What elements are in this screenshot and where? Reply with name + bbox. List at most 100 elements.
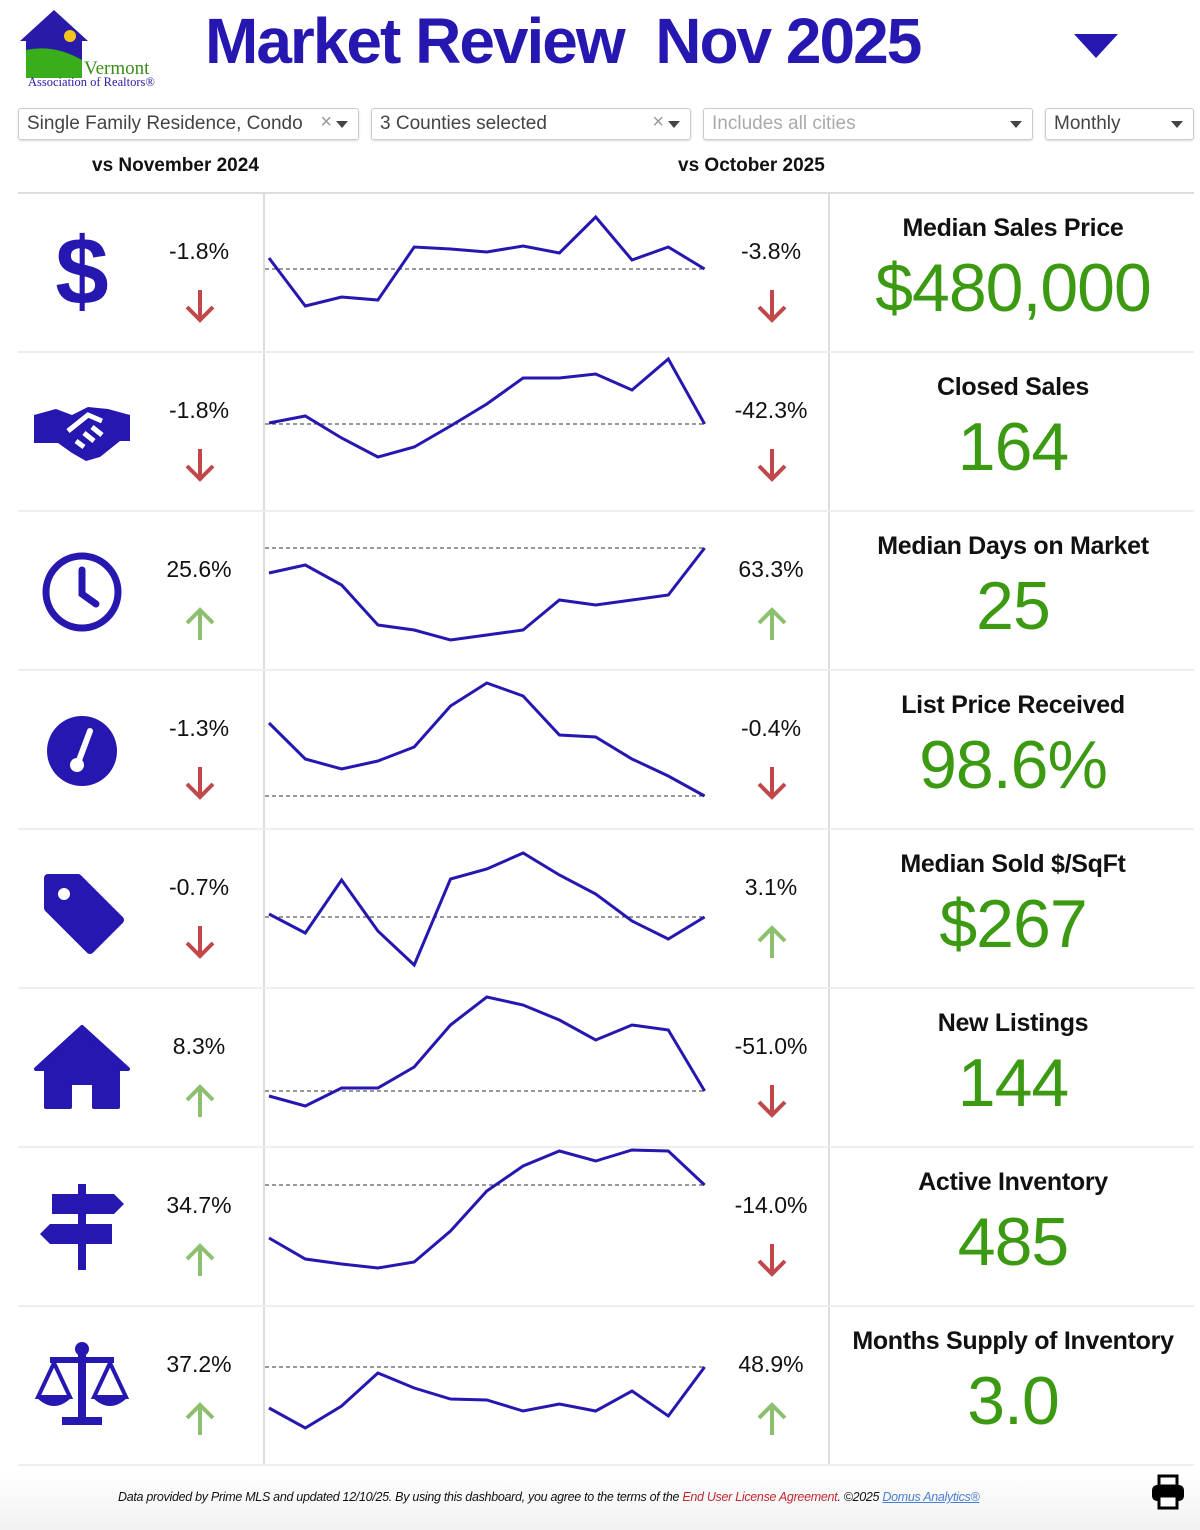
arrow-up-icon — [180, 1240, 220, 1280]
scale-icon — [28, 1335, 136, 1435]
metric-label: New Listings — [937, 1009, 1089, 1037]
metric-summary: New Listings 144 — [832, 1009, 1194, 1122]
metric-row: 37.2% 48.9% Months Supply of Inventory 3.0 — [18, 1307, 1194, 1466]
vermont-realtors-logo: Vermont Association of Realtors® — [18, 8, 168, 92]
eula-link[interactable]: End User License Agreement — [682, 1490, 838, 1504]
gauge-icon — [28, 699, 136, 799]
svg-text:Vermont: Vermont — [84, 58, 150, 79]
sparkline-series — [268, 356, 706, 459]
arrow-down-icon — [752, 763, 792, 803]
metric-row: 34.7% -14.0% Active Inventory 485 — [18, 1148, 1194, 1307]
clear-icon[interactable]: × — [652, 111, 664, 133]
sparkline — [263, 194, 830, 351]
metric-row: -1.8% -42.3% Closed Sales 164 — [18, 353, 1194, 512]
clear-icon[interactable]: × — [320, 111, 332, 133]
arrow-up-icon — [180, 1081, 220, 1121]
period-select[interactable]: Monthly — [1045, 108, 1194, 140]
chevron-down-icon[interactable] — [668, 121, 680, 128]
metric-row: -0.7% 3.1% Median Sold $/SqFt $267 — [18, 830, 1194, 989]
yoy-change: 8.3% — [172, 1033, 226, 1059]
arrow-up-icon — [752, 604, 792, 644]
arrow-up-icon — [180, 604, 220, 644]
mom-change: -51.0% — [734, 1033, 808, 1059]
compare-label-yoy: vs November 2024 — [92, 155, 259, 176]
arrow-down-icon — [752, 1081, 792, 1121]
mom-change: -14.0% — [734, 1192, 808, 1218]
mom-change: 48.9% — [738, 1351, 804, 1377]
yoy-change: -1.8% — [168, 238, 230, 264]
metric-label: Active Inventory — [918, 1168, 1108, 1196]
yoy-change: -0.7% — [168, 874, 230, 900]
counties-value: 3 Counties selected — [380, 113, 547, 134]
arrow-up-icon — [752, 1399, 792, 1439]
tag-icon — [28, 858, 136, 958]
sparkline-series — [268, 995, 706, 1108]
printer-icon[interactable] — [1150, 1474, 1186, 1510]
cities-select[interactable]: Includes all cities — [703, 108, 1033, 140]
sparkline — [263, 512, 830, 669]
mom-change: -42.3% — [734, 397, 808, 423]
sparkline — [263, 989, 830, 1146]
arrow-down-icon — [180, 286, 220, 326]
arrow-down-icon — [180, 763, 220, 803]
sparkline — [263, 830, 830, 987]
divider — [18, 192, 1194, 194]
metric-summary: Median Days on Market 25 — [832, 532, 1194, 645]
signpost-icon — [28, 1176, 136, 1276]
metric-summary: Months Supply of Inventory 3.0 — [832, 1327, 1194, 1440]
metric-value: 3.0 — [967, 1363, 1060, 1439]
domus-analytics-link[interactable]: Domus Analytics® — [882, 1490, 980, 1504]
compare-label-mom: vs October 2025 — [678, 155, 825, 176]
arrow-down-icon — [752, 445, 792, 485]
page-title: Market Review Nov 2025 — [205, 5, 922, 77]
footer-text: Data provided by Prime MLS and updated 1… — [118, 1490, 980, 1504]
yoy-change: -1.3% — [168, 715, 230, 741]
cities-placeholder: Includes all cities — [712, 113, 856, 134]
metric-row: 8.3% -51.0% New Listings 144 — [18, 989, 1194, 1148]
sparkline — [263, 1307, 830, 1464]
svg-text:Association of Realtors®: Association of Realtors® — [28, 75, 155, 89]
mom-change: 3.1% — [744, 874, 798, 900]
metric-summary: Active Inventory 485 — [832, 1168, 1194, 1281]
footer: Data provided by Prime MLS and updated 1… — [0, 1470, 1200, 1530]
metric-value: 25 — [976, 568, 1051, 644]
chevron-down-icon[interactable] — [336, 121, 348, 128]
footer-disclaimer: Data provided by Prime MLS and updated 1… — [118, 1490, 683, 1504]
metric-value: 144 — [957, 1045, 1069, 1121]
clock-icon — [28, 540, 136, 640]
house-icon — [28, 1017, 136, 1117]
metric-label: List Price Received — [901, 691, 1125, 719]
metric-label: Median Sales Price — [902, 214, 1124, 242]
chevron-down-icon[interactable] — [1010, 121, 1022, 128]
property-type-select[interactable]: Single Family Residence, Condo × — [18, 108, 359, 140]
sparkline — [263, 353, 830, 510]
arrow-down-icon — [752, 1240, 792, 1280]
mom-change: 63.3% — [738, 556, 804, 582]
sparkline-series — [267, 214, 706, 308]
sparkline-series — [267, 681, 706, 798]
property-type-value: Single Family Residence, Condo — [27, 113, 303, 134]
month-dropdown-caret[interactable] — [1074, 34, 1118, 58]
yoy-change: 37.2% — [166, 1351, 232, 1377]
arrow-up-icon — [752, 922, 792, 962]
metric-label: Closed Sales — [936, 373, 1090, 401]
metric-label: Months Supply of Inventory — [852, 1327, 1174, 1355]
sparkline-series — [268, 1148, 706, 1270]
handshake-icon — [28, 381, 136, 481]
metric-row: -1.3% -0.4% List Price Received 98.6% — [18, 671, 1194, 830]
metric-label: Median Days on Market — [877, 532, 1149, 560]
sparkline-series — [268, 547, 706, 642]
chevron-down-icon[interactable] — [1171, 121, 1183, 128]
counties-select[interactable]: 3 Counties selected × — [371, 108, 691, 140]
metric-row: 25.6% 63.3% Median Days on Market 25 — [18, 512, 1194, 671]
mom-change: -3.8% — [740, 238, 802, 264]
metric-value: 98.6% — [919, 727, 1108, 803]
metric-value: 485 — [957, 1204, 1069, 1280]
metric-summary: Median Sales Price $480,000 — [832, 214, 1194, 327]
metric-label: Median Sold $/SqFt — [900, 850, 1126, 878]
mom-change: -0.4% — [740, 715, 802, 741]
period-value: Monthly — [1054, 113, 1121, 134]
metrics-table: $ -1.8% -3.8% Median Sales Price $480,000 -1.… — [18, 194, 1194, 1466]
yoy-change: -1.8% — [168, 397, 230, 423]
metric-value: 164 — [957, 409, 1069, 485]
